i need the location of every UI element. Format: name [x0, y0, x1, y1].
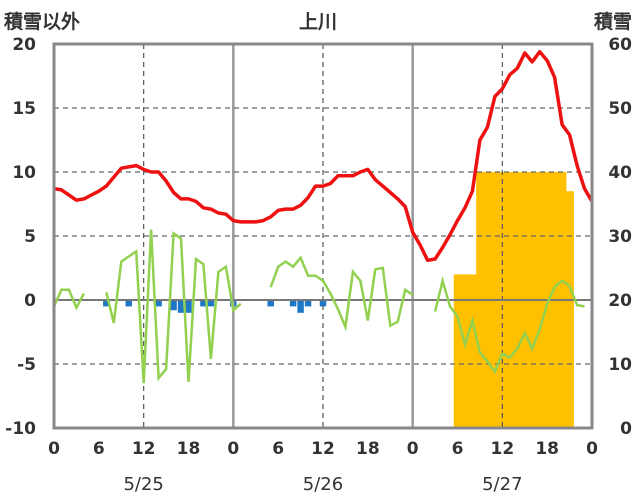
precipitation-bar [170, 300, 177, 311]
snow-depth-bar [468, 274, 477, 428]
left-tick-label: 15 [12, 99, 36, 119]
precipitation-bar [155, 300, 162, 307]
x-tick-label: 6 [272, 439, 284, 459]
right-tick-label: 60 [608, 35, 632, 55]
x-tick-label: 0 [48, 439, 60, 459]
precipitation-bar [304, 300, 312, 307]
date-labels: 5/25 5/26 5/27 [123, 474, 522, 495]
precipitation-bars [103, 300, 327, 313]
left-tick-label: 10 [12, 163, 36, 183]
precipitation-bar [185, 300, 192, 313]
green-line-series [269, 255, 414, 332]
green-line-series [52, 288, 86, 311]
right-tick-label: 40 [608, 163, 632, 183]
precipitation-bar [267, 300, 274, 307]
date-label: 5/26 [303, 474, 343, 495]
plot-frame [52, 42, 594, 430]
precipitation-bar [177, 300, 185, 313]
precipitation-bar [200, 300, 207, 307]
right-tick-label: 10 [608, 355, 632, 375]
x-tick-label: 6 [93, 439, 105, 459]
green-line-series [105, 229, 242, 384]
date-label: 5/25 [123, 474, 163, 495]
x-tick-label: 18 [535, 439, 559, 459]
precipitation-bar [207, 300, 215, 307]
snow-depth-bar [565, 191, 574, 428]
right-tick-label: 50 [608, 99, 632, 119]
left-axis-label: 積雪以外 [4, 10, 80, 33]
x-tick-label: 12 [311, 439, 335, 459]
x-tick-label: 0 [407, 439, 419, 459]
green-line-series [433, 275, 585, 375]
x-tick-label: 6 [452, 439, 464, 459]
left-axis-ticks: 20 15 10 5 0 -5 -10 [5, 35, 36, 439]
snow-depth-bar [461, 274, 470, 428]
precipitation-bar [297, 300, 304, 313]
left-tick-label: -5 [17, 355, 36, 375]
left-tick-label: 5 [24, 227, 36, 247]
x-tick-label: 0 [227, 439, 239, 459]
chart-title: 上川 [299, 11, 337, 33]
right-tick-label: 0 [620, 419, 632, 439]
x-axis-ticks: 0 6 12 18 0 6 12 18 0 6 12 18 0 [48, 439, 598, 459]
precipitation-bar [125, 300, 132, 307]
left-tick-label: 20 [12, 35, 36, 55]
x-tick-label: 18 [177, 439, 201, 459]
x-tick-label: 12 [490, 439, 514, 459]
right-axis-ticks: 60 50 40 30 20 10 0 [608, 35, 632, 439]
gridlines [54, 44, 592, 428]
right-tick-label: 20 [608, 291, 632, 311]
date-label: 5/27 [482, 474, 522, 495]
precipitation-bar [103, 300, 110, 307]
temperature-line-series [53, 49, 594, 263]
left-tick-label: 0 [24, 291, 36, 311]
left-tick-label: -10 [5, 419, 36, 439]
x-tick-label: 0 [586, 439, 598, 459]
x-tick-label: 18 [356, 439, 380, 459]
right-axis-label: 積雪 [594, 10, 632, 33]
snow-depth-bar [453, 274, 462, 428]
precipitation-bar [289, 300, 297, 307]
precipitation-bar [319, 300, 327, 307]
right-tick-label: 30 [608, 227, 632, 247]
x-tick-label: 12 [132, 439, 156, 459]
